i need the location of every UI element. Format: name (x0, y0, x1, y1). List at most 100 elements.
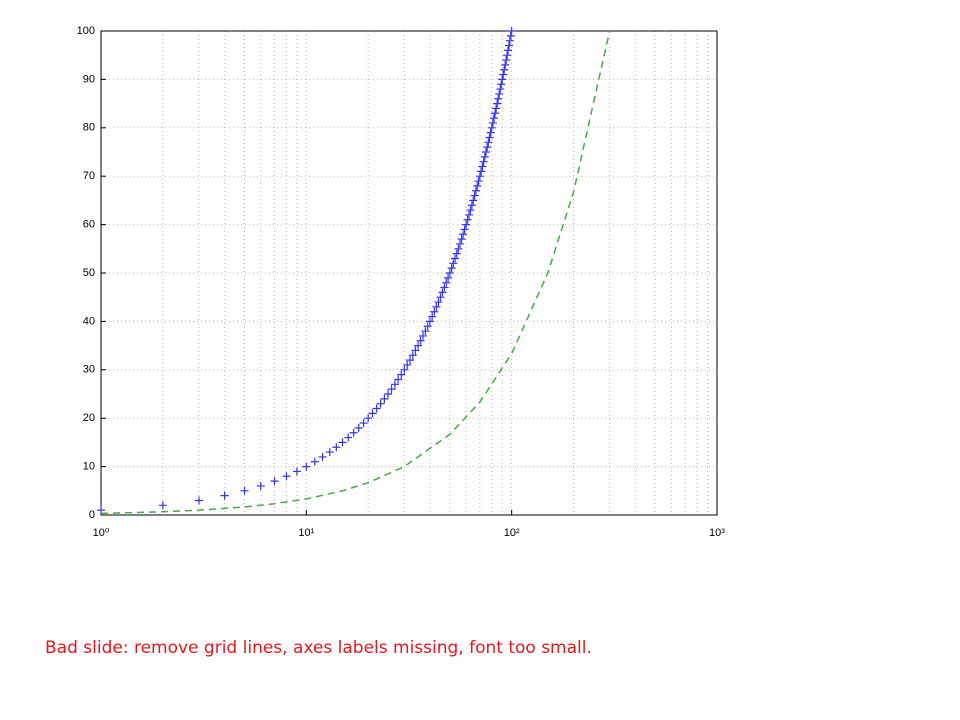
plus-marker (406, 356, 415, 365)
plus-marker (444, 273, 453, 282)
y-tick-label: 70 (83, 170, 95, 182)
plus-marker (158, 501, 167, 510)
plus-marker (282, 472, 291, 481)
plus-marker (491, 109, 500, 118)
plus-marker (480, 152, 489, 161)
plus-marker (220, 491, 229, 500)
plus-marker (451, 254, 460, 263)
plus-marker (438, 288, 447, 297)
plus-marker (502, 56, 511, 65)
plus-marker (428, 312, 437, 321)
plus-marker (421, 327, 430, 336)
plus-marker (403, 360, 412, 369)
plus-marker (256, 481, 265, 490)
plus-marker (436, 293, 445, 302)
plus-marker (416, 336, 425, 345)
plus-marker (423, 322, 432, 331)
plus-marker (479, 157, 488, 166)
plus-marker (394, 375, 403, 384)
y-tick-label: 10 (83, 461, 95, 473)
plus-marker (473, 181, 482, 190)
plus-marker (497, 80, 506, 89)
plus-marker (344, 433, 353, 442)
plus-marker (493, 99, 502, 108)
plus-marker (408, 351, 417, 360)
plus-marker (325, 448, 334, 457)
plus-marker (390, 380, 399, 389)
plus-marker (452, 249, 461, 258)
plus-marker (332, 443, 341, 452)
plus-marker (194, 496, 203, 505)
plus-marker (478, 162, 487, 171)
plus-marker (485, 133, 494, 142)
plus-marker (368, 409, 377, 418)
plus-marker (449, 259, 458, 268)
plus-marker (503, 51, 512, 60)
plus-marker (359, 419, 368, 428)
plus-marker (462, 220, 471, 229)
y-tick-label: 0 (89, 509, 95, 521)
y-tick-label: 30 (83, 364, 95, 376)
chart: 10⁰ 10¹ 10² 10³ 0 10 20 30 40 50 60 70 80 90 100 (77, 25, 726, 539)
plus-marker (482, 148, 491, 156)
plus-marker (500, 65, 509, 74)
plus-marker (411, 346, 420, 355)
plus-marker (240, 486, 249, 495)
plus-marker (488, 118, 497, 127)
plus-marker (494, 94, 503, 103)
plus-marker (445, 269, 454, 277)
x-tick-label: 10⁰ (93, 527, 110, 539)
plus-marker (507, 27, 516, 35)
plus-marker (504, 41, 513, 50)
plus-marker (376, 399, 385, 408)
plus-marker (489, 114, 498, 123)
plus-marker (492, 104, 501, 113)
caption: Bad slide: remove grid lines, axes label… (45, 638, 592, 658)
plus-marker (338, 438, 347, 447)
plus-marker (349, 428, 358, 437)
x-tick-label: 10¹ (298, 527, 314, 539)
plus-marker (459, 230, 468, 239)
plus-marker (442, 278, 451, 287)
plus-marker (477, 167, 486, 176)
plus-marker (302, 462, 311, 471)
y-tick-label: 60 (83, 219, 95, 231)
plus-marker (419, 331, 428, 340)
plus-marker (483, 143, 492, 152)
plus-marker (430, 307, 439, 316)
plus-marker (501, 60, 510, 69)
plus-marker (364, 414, 373, 423)
plus-marker (414, 341, 423, 350)
dashed-line (100, 30, 611, 515)
x-tick-label: 10³ (709, 527, 725, 539)
plus-marker (467, 201, 476, 210)
plus-marker (440, 283, 449, 292)
plus-marker (432, 302, 441, 311)
plus-marker (387, 385, 396, 394)
plus-marker (504, 46, 513, 55)
plus-marker (434, 298, 443, 307)
y-tick-label: 50 (83, 267, 95, 279)
plus-marker (380, 394, 389, 403)
plus-marker (310, 457, 319, 466)
y-tick-label: 40 (83, 315, 95, 327)
plus-marker (457, 235, 466, 244)
plus-marker (447, 264, 456, 273)
plus-marker (499, 70, 508, 79)
plus-marker (475, 172, 484, 181)
plus-marker (474, 177, 483, 186)
plus-marker (354, 423, 363, 432)
plus-marker (487, 123, 496, 132)
plus-marker (318, 452, 327, 461)
plus-marker (466, 206, 475, 215)
plus-marker (425, 317, 434, 326)
plus-marker (495, 89, 504, 98)
plus-marker (470, 191, 479, 200)
plus-marker (397, 370, 406, 379)
plus-marker (496, 85, 505, 94)
plus-marker (455, 239, 464, 248)
plus-marker (384, 390, 393, 398)
plus-marker (454, 244, 463, 253)
y-tick-label: 20 (83, 412, 95, 424)
